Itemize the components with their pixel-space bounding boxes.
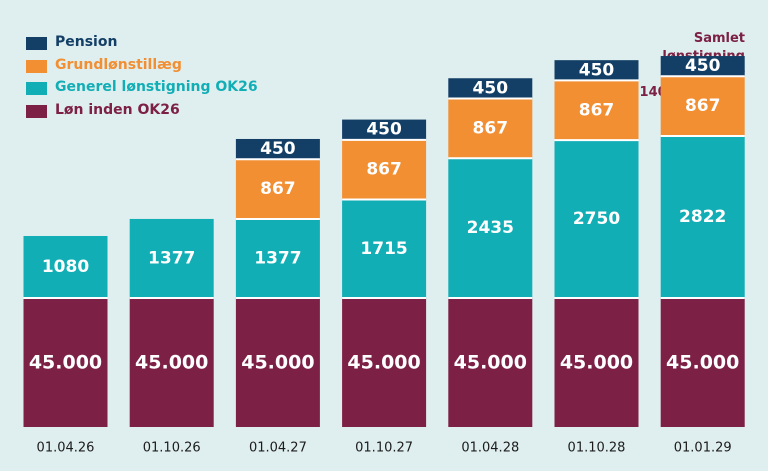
bar-generel-lonstigning-ok26-01-01-29: [660, 135, 745, 298]
data-label: 450: [260, 139, 296, 159]
bar-pension-01-01-29: [660, 56, 745, 77]
data-label: 45.000: [454, 352, 527, 374]
x-tick-label: 01.04.27: [249, 441, 307, 456]
bar-generel-lonstigning-ok26-01-04-27: [235, 218, 320, 298]
legend-label: Grundlønstillæg: [55, 56, 182, 73]
x-tick-label: 01.04.26: [37, 441, 95, 456]
x-tick-label: 01.01.29: [674, 441, 732, 456]
bar-lon-inden-ok26-01-04-26: [23, 298, 108, 427]
data-label: 45.000: [560, 352, 633, 374]
data-label: 45.000: [29, 352, 102, 374]
data-label: 1080: [42, 257, 89, 277]
bar-generel-lonstigning-ok26-01-04-28: [448, 158, 533, 298]
bar-lon-inden-ok26-01-04-28: [448, 298, 533, 427]
bar-grundlonstillaeg-01-04-27: [235, 159, 320, 219]
data-label: 2822: [679, 207, 726, 227]
bar-grundlonstillaeg-01-04-28: [448, 98, 533, 159]
data-label: 867: [260, 179, 296, 199]
data-label: 45.000: [241, 352, 314, 374]
data-label: 45.000: [135, 352, 208, 374]
bar-lon-inden-ok26-01-04-27: [235, 298, 320, 427]
legend-label: Pension: [55, 34, 118, 50]
data-label: 2750: [573, 209, 620, 229]
bar-lon-inden-ok26-01-10-26: [129, 298, 214, 427]
legend-swatch: [26, 82, 47, 95]
data-label: 45.000: [666, 352, 739, 374]
legend-swatch: [26, 37, 47, 50]
bar-pension-01-10-28: [554, 60, 639, 81]
bar-generel-lonstigning-ok26-01-10-28: [554, 140, 639, 298]
bar-pension-01-04-27: [235, 138, 320, 160]
total-raise-line: Samlet: [693, 31, 745, 46]
data-label: 1377: [148, 248, 195, 268]
legend-swatch: [26, 59, 47, 73]
data-label: 450: [579, 60, 615, 80]
bar-grundlonstillaeg-01-10-27: [342, 139, 427, 200]
x-tick-label: 01.10.28: [568, 441, 626, 456]
data-label: 450: [473, 78, 509, 98]
x-tick-label: 01.04.28: [461, 441, 519, 456]
data-label: 867: [579, 100, 615, 120]
bar-generel-lonstigning-ok26-01-10-27: [342, 199, 427, 298]
bar-lon-inden-ok26-01-10-27: [342, 298, 427, 427]
legend-swatch: [26, 104, 47, 118]
x-tick-label: 01.10.26: [143, 441, 201, 456]
legend-label: Generel lønstigning OK26: [55, 79, 258, 95]
data-label: 45.000: [347, 352, 420, 374]
data-label: 867: [473, 118, 509, 138]
bar-grundlonstillaeg-01-01-29: [660, 76, 745, 136]
bar-grundlonstillaeg-01-10-28: [554, 80, 639, 141]
bar-pension-01-10-27: [342, 119, 427, 140]
x-tick-label: 01.10.27: [355, 441, 413, 456]
data-label: 867: [685, 96, 721, 116]
data-label: 1715: [360, 239, 407, 259]
legend-label: Løn inden OK26: [55, 101, 180, 118]
data-label: 867: [366, 160, 402, 180]
bar-lon-inden-ok26-01-01-29: [660, 298, 745, 427]
bar-lon-inden-ok26-01-10-28: [554, 298, 639, 427]
data-label: 450: [366, 120, 402, 140]
bar-generel-lonstigning-ok26-01-04-26: [23, 236, 108, 298]
bar-generel-lonstigning-ok26-01-10-26: [129, 218, 214, 298]
data-label: 2435: [467, 218, 514, 238]
data-label: 1377: [254, 248, 301, 268]
data-label: 450: [685, 56, 721, 76]
bar-pension-01-04-28: [448, 78, 533, 99]
